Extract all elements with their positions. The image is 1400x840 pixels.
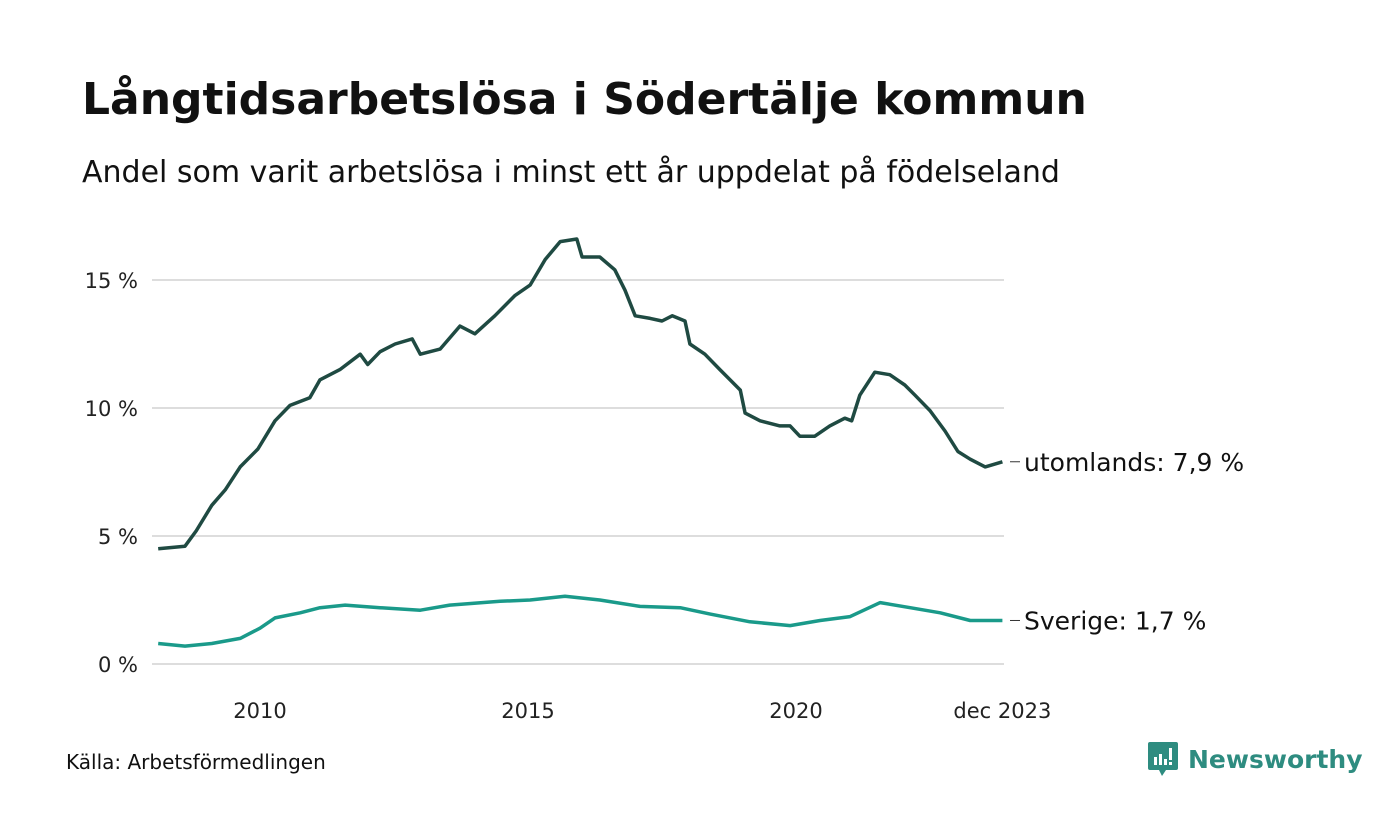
- series-end-label: Sverige: 1,7 %: [1024, 606, 1206, 635]
- series-end-label: utomlands: 7,9 %: [1024, 448, 1244, 477]
- logo-icon: [1148, 742, 1178, 776]
- logo-text: Newsworthy: [1188, 744, 1363, 774]
- x-tick-label: 2015: [501, 699, 554, 723]
- x-tick-label: 2010: [233, 699, 286, 723]
- y-tick-label: 10 %: [85, 397, 138, 421]
- y-tick-label: 5 %: [98, 525, 138, 549]
- x-tick-label: 2020: [769, 699, 822, 723]
- source-note: Källa: Arbetsförmedlingen: [66, 750, 326, 774]
- series-line-utomlands: [158, 237, 1003, 551]
- x-tick-label: dec 2023: [953, 699, 1051, 723]
- newsworthy-logo: Newsworthy: [1148, 742, 1363, 776]
- chart-subtitle: Andel som varit arbetslösa i minst ett å…: [82, 155, 1060, 190]
- y-tick-label: 0 %: [98, 653, 138, 677]
- y-tick-label: 15 %: [85, 269, 138, 293]
- series-line-sverige: [158, 594, 1003, 648]
- chart-title: Långtidsarbetslösa i Södertälje kommun: [82, 74, 1087, 125]
